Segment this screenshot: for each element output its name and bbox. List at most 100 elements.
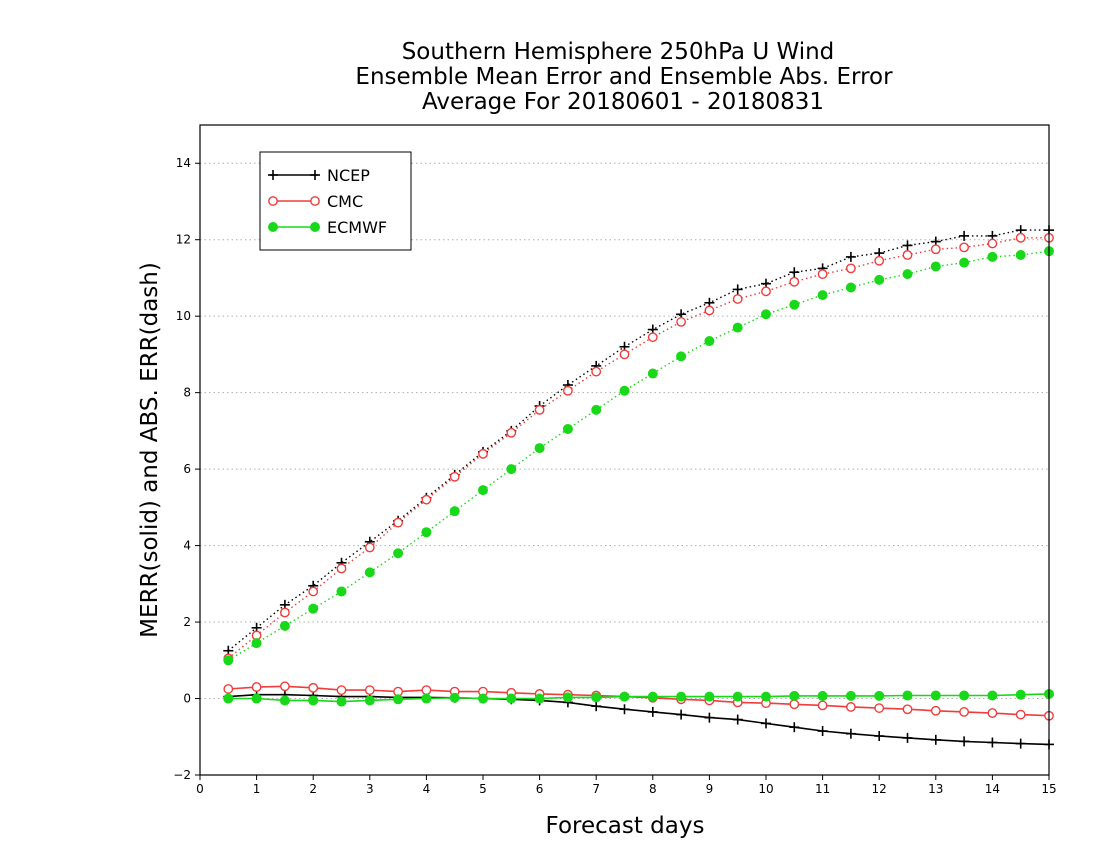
x-tick-label: 6 <box>536 782 544 796</box>
data-point-ecmwf-abs <box>930 261 941 272</box>
data-point-cmc-abs <box>846 263 856 274</box>
data-point-cmc-mean <box>421 685 432 696</box>
data-point-cmc-mean <box>817 700 828 711</box>
data-point-ncep-mean <box>761 718 771 729</box>
data-point-cmc-abs <box>647 332 658 343</box>
data-point-ncep-abs <box>789 267 800 278</box>
data-point-ecmwf-abs <box>902 269 913 280</box>
data-point-ncep-mean <box>817 726 828 737</box>
data-point-ecmwf-abs <box>874 274 885 285</box>
data-point-ecmwf-mean <box>704 691 715 702</box>
data-point-ecmwf-abs <box>789 299 800 310</box>
data-point-cmc-mean <box>789 699 800 710</box>
data-point-ncep-mean <box>874 731 885 741</box>
data-point-cmc-mean <box>364 685 375 696</box>
data-point-ecmwf-abs <box>336 586 347 597</box>
legend-item-cmc: CMC <box>268 192 363 211</box>
data-point-ecmwf-mean <box>591 692 602 703</box>
data-point-ecmwf-mean <box>761 691 771 702</box>
title-line-1: Southern Hemisphere 250hPa U Wind <box>402 39 835 65</box>
data-point-ecmwf-mean <box>817 690 828 701</box>
data-point-cmc-abs <box>393 517 403 528</box>
data-point-ecmwf-abs <box>449 506 460 517</box>
data-point-cmc-abs <box>421 494 432 505</box>
data-point-ecmwf-abs <box>223 655 234 666</box>
data-point-ecmwf-mean <box>562 692 573 703</box>
data-point-ecmwf-mean <box>279 695 290 706</box>
data-point-ecmwf-abs <box>534 443 545 454</box>
series-ncep-abs-err-line <box>227 229 1049 652</box>
data-point-ecmwf-mean <box>874 690 885 701</box>
data-point-cmc-abs <box>874 255 885 266</box>
data-point-ecmwf-mean <box>364 695 375 706</box>
data-point-ecmwf-abs <box>364 567 375 578</box>
data-point-cmc-mean <box>223 684 234 694</box>
data-point-ecmwf-mean <box>676 691 687 702</box>
data-point-ecmwf-abs <box>1015 250 1026 260</box>
data-point-ecmwf-abs <box>817 290 828 301</box>
data-point-ecmwf-abs <box>959 257 970 268</box>
x-tick-label: 1 <box>253 782 261 796</box>
data-point-cmc-mean <box>959 707 969 717</box>
data-point-cmc-abs <box>761 286 771 297</box>
data-point-cmc-mean <box>987 708 998 718</box>
data-point-ncep-abs <box>845 251 856 262</box>
data-point-ncep-mean <box>647 706 658 717</box>
x-tick-label: 0 <box>196 782 204 796</box>
data-point-cmc-abs <box>930 244 941 255</box>
data-point-cmc-mean <box>308 682 319 693</box>
x-tick-label: 12 <box>872 782 887 796</box>
data-point-cmc-abs <box>449 471 460 482</box>
y-tick-label: 8 <box>183 386 191 400</box>
data-point-cmc-abs <box>478 448 488 459</box>
legend-marker <box>310 170 320 180</box>
data-point-cmc-mean <box>930 705 941 716</box>
data-point-ecmwf-mean <box>534 693 545 704</box>
legend-marker <box>268 170 278 180</box>
data-point-cmc-mean <box>251 682 262 692</box>
data-point-cmc-abs <box>987 238 998 249</box>
series-ecmwf-abs-err-line <box>227 250 1050 661</box>
data-point-ecmwf-abs <box>676 351 687 362</box>
data-point-ecmwf-mean <box>930 690 941 701</box>
data-point-ecmwf-mean <box>393 694 404 705</box>
data-point-ecmwf-abs <box>279 620 290 631</box>
data-point-cmc-abs <box>676 317 686 327</box>
data-point-ecmwf-abs <box>421 527 432 538</box>
series-ncep-mean-err-line <box>228 693 1050 746</box>
data-point-cmc-mean <box>902 704 913 715</box>
data-point-cmc-abs <box>336 563 347 574</box>
data-point-ncep-mean <box>959 736 970 747</box>
data-point-cmc-abs <box>902 250 913 260</box>
data-point-cmc-abs <box>704 305 715 316</box>
data-point-ecmwf-abs <box>761 309 771 320</box>
x-tick-label: 13 <box>928 782 943 796</box>
x-tick-label: 2 <box>309 782 317 796</box>
data-point-ncep-abs <box>902 240 913 251</box>
data-point-cmc-abs <box>1015 232 1026 243</box>
data-point-ncep-mean <box>591 701 602 712</box>
data-point-ecmwf-abs <box>478 485 488 496</box>
data-point-ecmwf-abs <box>619 385 630 396</box>
data-point-cmc-abs <box>308 586 319 597</box>
data-point-ecmwf-mean <box>223 693 234 704</box>
data-point-ecmwf-mean <box>478 693 488 704</box>
legend-marker <box>310 196 320 206</box>
data-point-ecmwf-mean <box>619 691 630 702</box>
legend-marker <box>268 196 278 206</box>
chart-title: Southern Hemisphere 250hPa U Wind Ensemb… <box>355 39 893 115</box>
data-point-ecmwf-abs <box>506 464 517 475</box>
title-line-3: Average For 20180601 - 20180831 <box>422 89 824 115</box>
data-point-cmc-abs <box>619 349 630 360</box>
y-tick-label: −2 <box>173 768 191 782</box>
data-point-cmc-mean <box>336 685 347 696</box>
data-point-cmc-abs <box>591 366 602 377</box>
series-ncep <box>223 225 1054 750</box>
legend-marker <box>310 222 320 232</box>
data-point-ecmwf-mean <box>647 691 658 702</box>
series-cmc-abs-err-line <box>227 237 1049 659</box>
data-point-ecmwf-mean <box>845 690 856 701</box>
y-axis-title: MERR(solid) and ABS. ERR(dash) <box>137 262 163 638</box>
y-tick-label: 14 <box>176 156 191 170</box>
